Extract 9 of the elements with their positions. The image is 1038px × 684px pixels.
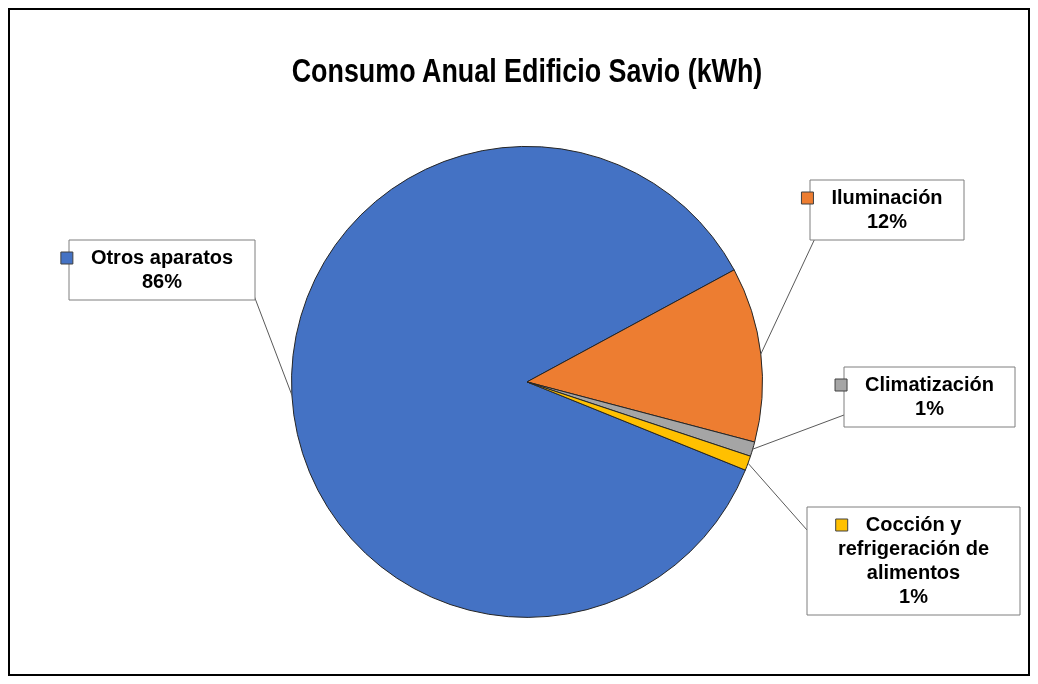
legend-label: Otros aparatos	[90, 245, 234, 268]
data-label: 86%	[141, 269, 183, 292]
legend-label: Cocción y refrigeración de alimentos	[837, 512, 990, 583]
data-label: 1%	[899, 584, 929, 607]
data-label: 1%	[915, 396, 945, 419]
legend-label: Climatización	[865, 372, 994, 395]
legend-label: Iluminación	[831, 185, 943, 208]
chart-title: Consumo Anual Edificio Savio (kWh)	[291, 50, 763, 90]
data-label: 12%	[866, 209, 908, 232]
